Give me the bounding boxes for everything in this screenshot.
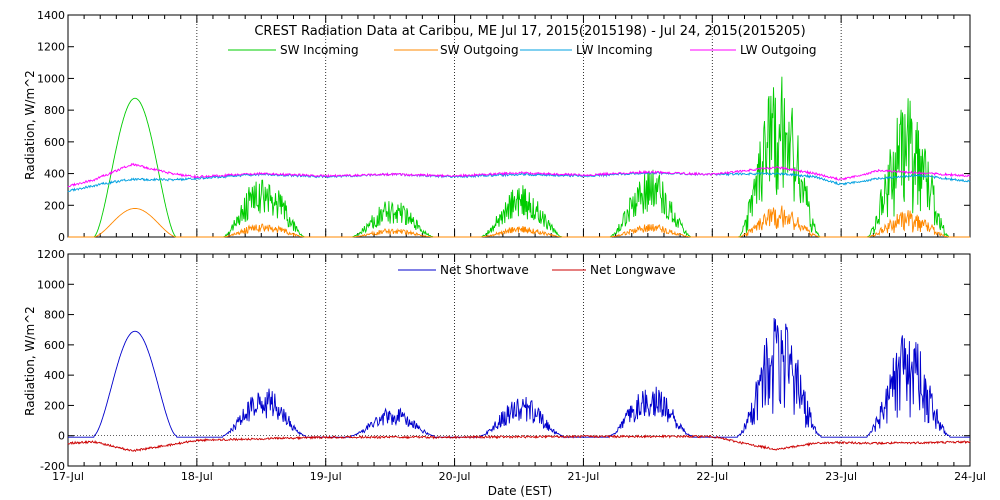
legend-lwout-label: LW Outgoing <box>740 43 817 57</box>
series-sw-outgoing <box>68 205 970 238</box>
legend-swin-label: SW Incoming <box>280 43 359 57</box>
bottom-frame <box>67 253 971 467</box>
bottom-ytick-label: 800 <box>44 309 65 322</box>
chart-title: CREST Radiation Data at Caribou, ME Jul … <box>254 24 805 39</box>
bottom-ytick-label: 400 <box>44 369 65 382</box>
legend-swout-label: SW Outgoing <box>440 43 519 57</box>
xtick-label-22-Jul: 22-Jul <box>696 470 728 483</box>
bottom-ytick-label: 600 <box>44 339 65 352</box>
series-net-shortwave <box>68 317 970 438</box>
top-ytick-label: 400 <box>44 168 65 181</box>
xtick-label-24-Jul: 24-Jul <box>954 470 986 483</box>
top-ytick-label: 600 <box>44 136 65 149</box>
xtick-label-20-Jul: 20-Jul <box>439 470 471 483</box>
bottom-panel: -200 0 200 400 600 800 1000 1200 17-Jul 18-Jul 19-… <box>37 248 986 483</box>
top-ytick-label: 1200 <box>37 41 65 54</box>
x-axis-label: Date (EST) <box>488 484 552 498</box>
series-sw-incoming <box>68 76 970 238</box>
xtick-label-21-Jul: 21-Jul <box>567 470 599 483</box>
xtick-label-18-Jul: 18-Jul <box>181 470 213 483</box>
bottom-y-axis-label: Radiation, W/m^2 <box>23 306 37 416</box>
bottom-ytick-label: -200 <box>40 460 65 473</box>
top-ytick-label: 1000 <box>37 72 65 85</box>
series-net-longwave <box>67 434 971 453</box>
series-lw-outgoing <box>67 162 971 188</box>
bottom-ytick-label: 1200 <box>37 248 65 261</box>
xtick-label-23-Jul: 23-Jul <box>825 470 857 483</box>
legend-netlw-label: Net Longwave <box>590 263 676 277</box>
xtick-label-19-Jul: 19-Jul <box>310 470 342 483</box>
top-ytick-label: 0 <box>58 231 65 244</box>
bottom-ytick-label: 0 <box>58 430 65 443</box>
bottom-ytick-label: 1000 <box>37 278 65 291</box>
bottom-ytick-label: 200 <box>44 399 65 412</box>
top-ytick-label: 800 <box>44 104 65 117</box>
legend-netsw-label: Net Shortwave <box>440 263 529 277</box>
top-ytick-label: 1400 <box>37 9 65 22</box>
xtick-label-17-Jul: 17-Jul <box>52 470 84 483</box>
top-ytick-label: 200 <box>44 199 65 212</box>
series-lw-incoming <box>67 170 971 193</box>
top-y-axis-label: Radiation, W/m^2 <box>23 70 37 180</box>
legend-lwin-label: LW Incoming <box>576 43 653 57</box>
top-panel: 0 200 400 600 800 1000 1200 1400 <box>37 9 971 244</box>
